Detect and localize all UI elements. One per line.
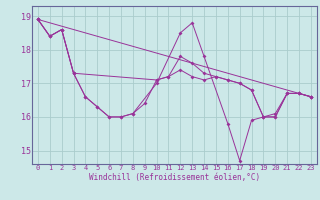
X-axis label: Windchill (Refroidissement éolien,°C): Windchill (Refroidissement éolien,°C) <box>89 173 260 182</box>
